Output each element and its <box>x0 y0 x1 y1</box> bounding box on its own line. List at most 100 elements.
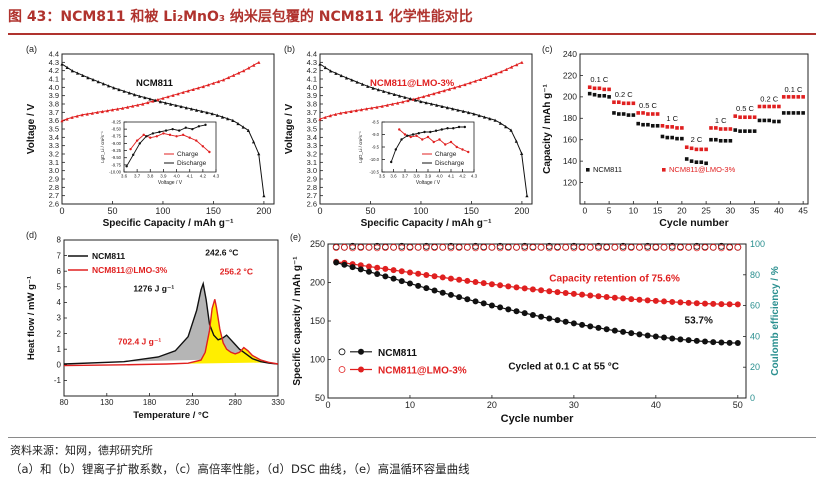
discharge-line <box>61 63 265 196</box>
charge-marker <box>242 69 246 73</box>
charge-marker <box>375 105 379 109</box>
ncm-capacity-point <box>480 300 487 307</box>
x-tick-label: 330 <box>271 398 285 407</box>
lmo-capacity-point <box>497 282 504 289</box>
legend-swatch-ncm <box>586 168 590 172</box>
y-tick-label: 3.2 <box>307 150 317 159</box>
charge-marker <box>515 63 519 67</box>
lmo-point <box>636 111 641 115</box>
lmo-capacity-point <box>374 264 381 271</box>
ncm-point <box>655 123 660 128</box>
y-tick-label: 3.8 <box>307 100 317 109</box>
ncm-capacity-point <box>538 313 545 320</box>
inset-charge-marker <box>432 140 435 144</box>
charge-marker <box>385 103 389 107</box>
ncm-capacity-point <box>341 261 348 268</box>
y-axis-label: Heat flow / mW g⁻¹ <box>26 276 37 360</box>
ncm-point <box>786 111 791 115</box>
ncm-point <box>675 136 679 141</box>
inset-x-tick-label: 3.9 <box>425 174 432 179</box>
x-tick-label: 50 <box>107 206 117 216</box>
charge-marker <box>120 106 125 110</box>
plot-frame <box>579 53 809 205</box>
lmo-capacity-point <box>570 290 577 297</box>
ncm-capacity-point <box>628 330 635 337</box>
y-tick-label: 100 <box>310 355 325 365</box>
inset-charge-marker <box>421 138 424 141</box>
charge-marker <box>370 106 374 110</box>
discharge-marker <box>184 106 188 110</box>
lmo-ce-point <box>513 243 520 251</box>
charge-marker <box>161 96 165 100</box>
charge-marker <box>520 60 524 64</box>
lmo-point <box>612 100 616 105</box>
inset-discharge-marker <box>178 129 181 132</box>
lmo-ce-point <box>439 243 447 251</box>
y-tick-label: 3.4 <box>49 133 59 142</box>
inset-charge-marker <box>398 128 401 131</box>
charge-marker <box>416 96 420 100</box>
rate-label: 0.5 C <box>736 104 755 113</box>
discharge-marker <box>257 152 261 156</box>
ncm-capacity-point <box>406 280 413 287</box>
ncm-point <box>738 129 742 133</box>
x-tick-label: 10 <box>629 206 639 216</box>
charge-marker <box>75 114 79 118</box>
discharge-marker <box>520 151 524 156</box>
discharge-marker <box>86 75 90 80</box>
charge-marker <box>411 97 415 101</box>
y-tick-label: 240 <box>563 49 577 59</box>
ncm-point <box>718 138 723 143</box>
lmo-point <box>718 127 723 131</box>
inset-charge-marker <box>208 150 211 154</box>
y-tick-label: 7 <box>57 251 62 260</box>
inset-discharge-marker <box>452 127 455 130</box>
ncm-capacity-point <box>333 259 340 266</box>
ncm-capacity-point <box>718 339 725 346</box>
inset-y-tick-label: -8.5 <box>372 119 380 124</box>
inset-discharge-marker <box>125 165 128 168</box>
lmo-point <box>670 125 674 129</box>
x-tick-label: 40 <box>651 400 661 410</box>
inset-discharge-marker <box>191 127 194 131</box>
charge-marker <box>196 86 200 90</box>
condition-label: Cycled at 0.1 C at 55 °C <box>508 362 619 373</box>
lmo-ce-point <box>390 243 397 251</box>
ncm-capacity-point <box>439 289 446 296</box>
ncm-capacity-point <box>472 298 479 305</box>
inset-discharge-marker <box>197 125 201 128</box>
lmo-capacity-point <box>513 284 520 291</box>
lmo-point <box>733 114 738 118</box>
lmo-ce-point <box>562 243 570 251</box>
discharge-marker <box>65 65 69 70</box>
legend-dot-ncm <box>358 348 364 355</box>
charge-marker <box>110 108 115 112</box>
discharge-marker <box>70 69 74 73</box>
lmo-ce-point <box>381 244 389 251</box>
legend-ce-swatch-lmo <box>338 366 346 373</box>
ncm-capacity-point <box>349 264 356 271</box>
lmo-capacity-point <box>456 276 463 283</box>
discharge-marker <box>318 62 322 66</box>
discharge-marker <box>397 94 402 98</box>
y-tick-label: 3.5 <box>49 125 59 134</box>
discharge-marker <box>339 73 343 78</box>
charge-marker <box>504 67 508 71</box>
ncm-point <box>617 112 621 116</box>
inset-discharge-marker <box>132 153 135 157</box>
discharge-marker <box>525 194 529 198</box>
inset-x-tick-label: 3.6 <box>390 174 397 179</box>
lmo-capacity-point <box>365 263 372 270</box>
charge-marker <box>478 77 483 81</box>
y2-tick-label: 40 <box>750 331 760 341</box>
ncm-capacity-point <box>644 332 651 339</box>
y-tick-label: 150 <box>310 316 325 326</box>
discharge-marker <box>424 101 428 105</box>
ncm-capacity-point <box>693 337 700 344</box>
ncm-capacity-point <box>734 340 741 347</box>
x-tick-label: 150 <box>464 206 479 216</box>
ncm-capacity-point <box>447 291 454 298</box>
lmo-capacity-point <box>710 300 717 307</box>
rate-label: 1 C <box>715 116 727 125</box>
inset-charge-marker <box>149 136 152 139</box>
